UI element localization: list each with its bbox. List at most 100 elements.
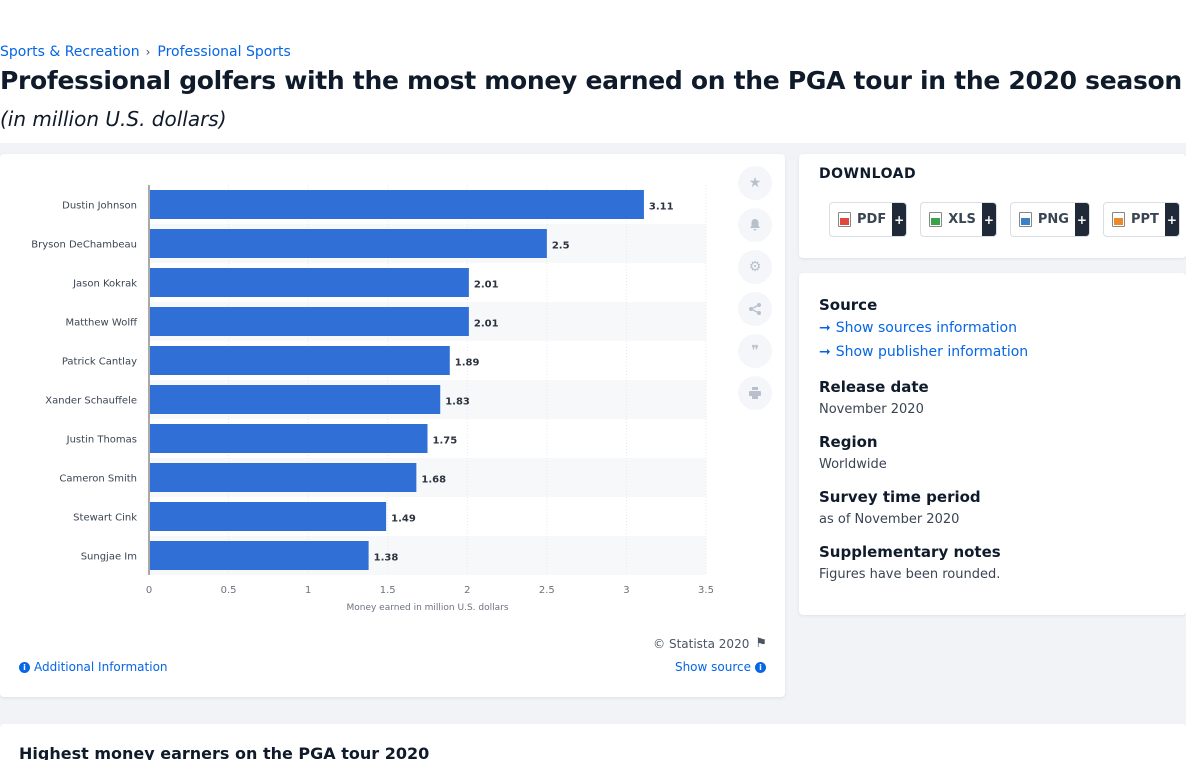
pdf-file-icon	[838, 212, 851, 227]
download-png-label: PNG	[1037, 212, 1069, 227]
category-label: Cameron Smith	[59, 474, 137, 485]
survey-period-value: as of November 2020	[819, 512, 960, 527]
show-sources-link[interactable]: ➞ Show sources information	[819, 320, 1017, 336]
category-label: Xander Schauffele	[45, 396, 137, 407]
bar-chart: 0 0.5 1 1.5 2 2.5 3 3.5 Dustin Johnson 3.11 Bryson…	[31, 185, 714, 613]
data-label: 3.11	[649, 202, 674, 213]
header-area	[0, 40, 1186, 143]
show-source-link[interactable]: Show source i	[675, 660, 766, 674]
ppt-file-icon	[1111, 212, 1125, 227]
download-panel: DOWNLOAD PDF + XLS + PNG +	[799, 154, 1186, 258]
x-tick-label: 3	[623, 585, 629, 596]
related-section: Highest money earners on the PGA tour 20…	[0, 724, 1186, 760]
category-label: Stewart Cink	[73, 513, 137, 524]
category-label: Bryson DeChambeau	[31, 240, 137, 251]
page-subtitle: (in million U.S. dollars)	[0, 107, 227, 131]
download-png-button[interactable]: PNG +	[1009, 202, 1090, 237]
citation-quote-icon[interactable]: ❞	[738, 334, 772, 368]
x-tick-label: 2.5	[539, 585, 555, 596]
flag-icon[interactable]: ⚑	[755, 636, 767, 651]
download-xls-button[interactable]: XLS +	[920, 202, 997, 237]
copyright-notice: © Statista 2020 ⚑	[653, 636, 767, 651]
category-label: Jason Kokrak	[72, 279, 137, 290]
bar	[150, 268, 469, 297]
category-label: Patrick Cantlay	[62, 357, 137, 368]
region-heading: Region	[819, 433, 878, 451]
data-label: 1.38	[374, 553, 399, 564]
copyright-text: © Statista 2020	[653, 636, 750, 651]
png-file-icon	[1018, 212, 1032, 227]
chart-toolbar: ★ ⚙ ❞	[738, 166, 772, 418]
supplementary-notes-heading: Supplementary notes	[819, 543, 1001, 561]
info-icon: i	[755, 661, 766, 673]
download-ppt-button[interactable]: PPT +	[1102, 202, 1180, 237]
data-label: 1.89	[455, 358, 480, 369]
bar	[150, 190, 644, 219]
data-label: 1.83	[445, 397, 470, 408]
bar	[150, 463, 417, 492]
x-axis-title: Money earned in million U.S. dollars	[346, 603, 508, 613]
download-pdf-button[interactable]: PDF +	[829, 202, 908, 237]
show-publisher-link[interactable]: ➞ Show publisher information	[819, 344, 1028, 360]
favorite-star-icon[interactable]: ★	[738, 166, 772, 200]
data-label: 2.5	[552, 241, 570, 252]
settings-gear-icon[interactable]: ⚙	[738, 250, 772, 284]
arrow-right-icon: ➞	[819, 344, 831, 360]
x-tick-label: 0	[146, 585, 152, 596]
download-title: DOWNLOAD	[819, 166, 917, 182]
breadcrumb-sports-recreation[interactable]: Sports & Recreation	[0, 44, 140, 60]
show-publisher-label: Show publisher information	[835, 344, 1029, 360]
survey-period-heading: Survey time period	[819, 488, 981, 506]
additional-information-label: Additional Information	[34, 660, 168, 674]
supplementary-notes-value: Figures have been rounded.	[819, 567, 1001, 582]
chart-card: 0 0.5 1 1.5 2 2.5 3 3.5 Dustin Johnson 3.11 Bryson…	[0, 154, 785, 697]
category-label: Matthew Wolff	[65, 318, 138, 329]
statistic-info-panel: Source ➞ Show sources information ➞ Show…	[799, 273, 1186, 615]
info-icon: i	[19, 661, 30, 673]
data-label: 1.49	[391, 514, 416, 525]
bar	[150, 229, 547, 258]
data-label: 2.01	[474, 319, 499, 330]
print-icon[interactable]	[738, 376, 772, 410]
additional-information-link[interactable]: i Additional Information	[19, 660, 168, 674]
download-xls-label: XLS	[948, 212, 976, 227]
bar	[150, 307, 469, 336]
download-ppt-plus[interactable]: +	[1164, 203, 1179, 236]
related-section-title: Highest money earners on the PGA tour 20…	[19, 744, 430, 760]
share-icon[interactable]	[738, 292, 772, 326]
x-tick-label: 3.5	[698, 585, 714, 596]
category-label: Sungjae Im	[81, 552, 137, 563]
notification-bell-icon[interactable]	[738, 208, 772, 242]
release-date-heading: Release date	[819, 378, 929, 396]
release-date-value: November 2020	[819, 402, 924, 417]
data-label: 1.75	[433, 436, 458, 447]
show-sources-label: Show sources information	[835, 320, 1017, 336]
category-label: Justin Thomas	[66, 435, 137, 446]
breadcrumb-professional-sports[interactable]: Professional Sports	[157, 44, 291, 60]
arrow-right-icon: ➞	[819, 320, 831, 336]
xls-file-icon	[929, 212, 943, 227]
breadcrumb-chevron-icon: ›	[145, 45, 151, 59]
download-png-plus[interactable]: +	[1074, 203, 1089, 236]
download-ppt-label: PPT	[1130, 212, 1159, 227]
bar	[150, 385, 441, 414]
page-title: Professional golfers with the most money…	[0, 66, 1182, 95]
data-label: 2.01	[474, 280, 499, 291]
x-tick-label: 2	[464, 585, 470, 596]
bar	[150, 424, 428, 453]
x-tick-label: 0.5	[221, 585, 237, 596]
data-label: 1.68	[421, 475, 446, 486]
download-pdf-plus[interactable]: +	[892, 203, 907, 236]
download-pdf-label: PDF	[857, 212, 887, 227]
x-tick-label: 1	[305, 585, 311, 596]
top-navigation-bar	[0, 0, 1186, 40]
x-tick-label: 1.5	[380, 585, 396, 596]
download-xls-plus[interactable]: +	[981, 203, 996, 236]
bar	[150, 346, 450, 375]
region-value: Worldwide	[819, 457, 887, 472]
category-label: Dustin Johnson	[62, 201, 137, 212]
bar	[150, 502, 387, 531]
breadcrumb: Sports & Recreation › Professional Sport…	[0, 44, 291, 60]
source-heading: Source	[819, 296, 878, 314]
bar	[150, 541, 369, 570]
